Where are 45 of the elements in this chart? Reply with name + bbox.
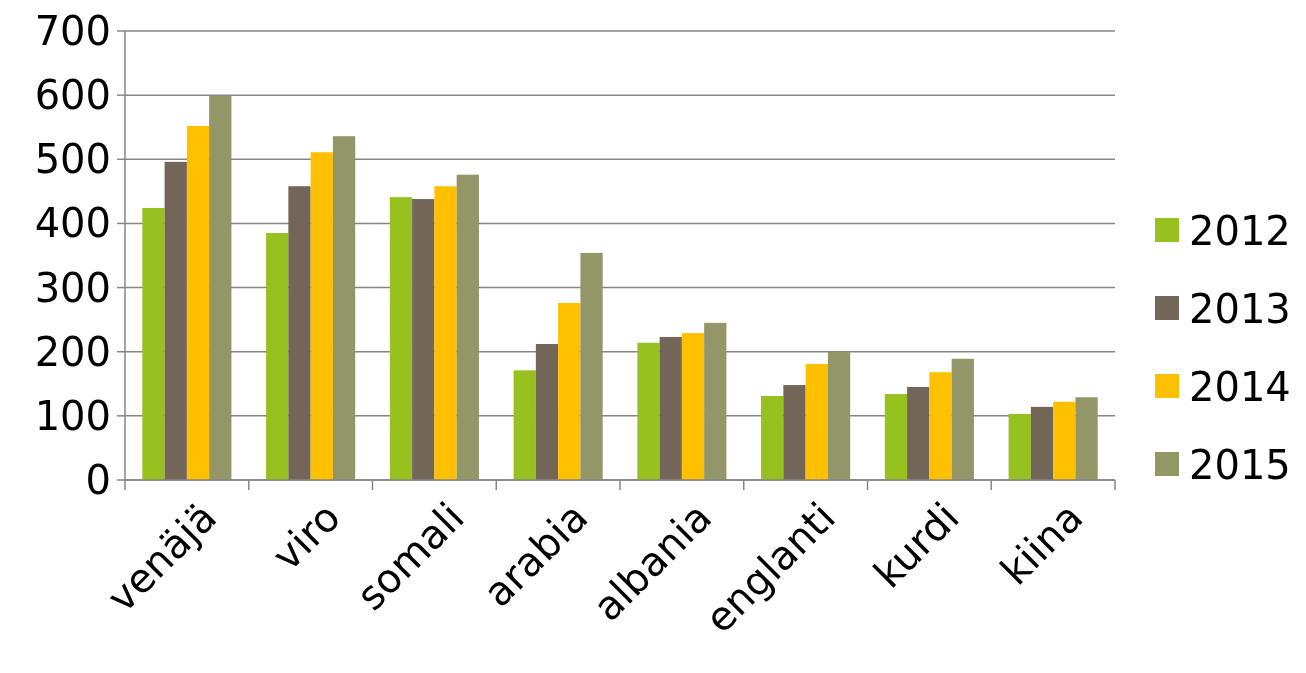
- bar: [142, 208, 165, 480]
- bar: [389, 197, 413, 480]
- y-tick-label: 100: [34, 392, 111, 439]
- legend-label: 2013: [1189, 286, 1291, 332]
- bar: [1008, 413, 1031, 480]
- bar: [513, 370, 536, 480]
- x-tick-label: viro: [263, 493, 349, 580]
- legend-label: 2012: [1189, 208, 1291, 254]
- bar: [456, 174, 479, 480]
- bar: [681, 333, 705, 480]
- bar: [332, 136, 356, 480]
- bar: [783, 385, 806, 480]
- bar: [951, 358, 974, 480]
- bar: [558, 302, 581, 480]
- y-tick-label: 700: [34, 8, 111, 54]
- bar: [761, 395, 784, 480]
- bar: [164, 161, 187, 480]
- y-tick-label: 500: [34, 136, 111, 183]
- bar: [637, 342, 660, 480]
- bar: [1053, 401, 1076, 480]
- bar: [580, 252, 603, 480]
- bar: [535, 344, 559, 480]
- bar: [310, 152, 333, 480]
- bar: [929, 372, 952, 480]
- y-tick-label: 200: [34, 328, 111, 375]
- bar: [288, 186, 311, 480]
- bar: [884, 394, 908, 480]
- bar: [907, 386, 930, 480]
- legend-label: 2014: [1189, 364, 1291, 410]
- bar: [434, 186, 457, 480]
- bar: [266, 233, 289, 480]
- y-tick-label: 400: [34, 200, 111, 247]
- bar: [827, 351, 851, 480]
- bar: [704, 322, 727, 480]
- bar: [1030, 406, 1054, 480]
- bar: [805, 363, 828, 480]
- bar: [209, 95, 232, 480]
- y-tick-label: 600: [34, 72, 111, 119]
- bar: [1075, 397, 1098, 480]
- y-tick-label: 300: [34, 264, 111, 311]
- bar: [412, 199, 435, 480]
- y-tick-label: 0: [85, 457, 111, 503]
- legend-label: 2015: [1189, 442, 1291, 488]
- bar: [659, 336, 682, 480]
- bar: [186, 125, 210, 480]
